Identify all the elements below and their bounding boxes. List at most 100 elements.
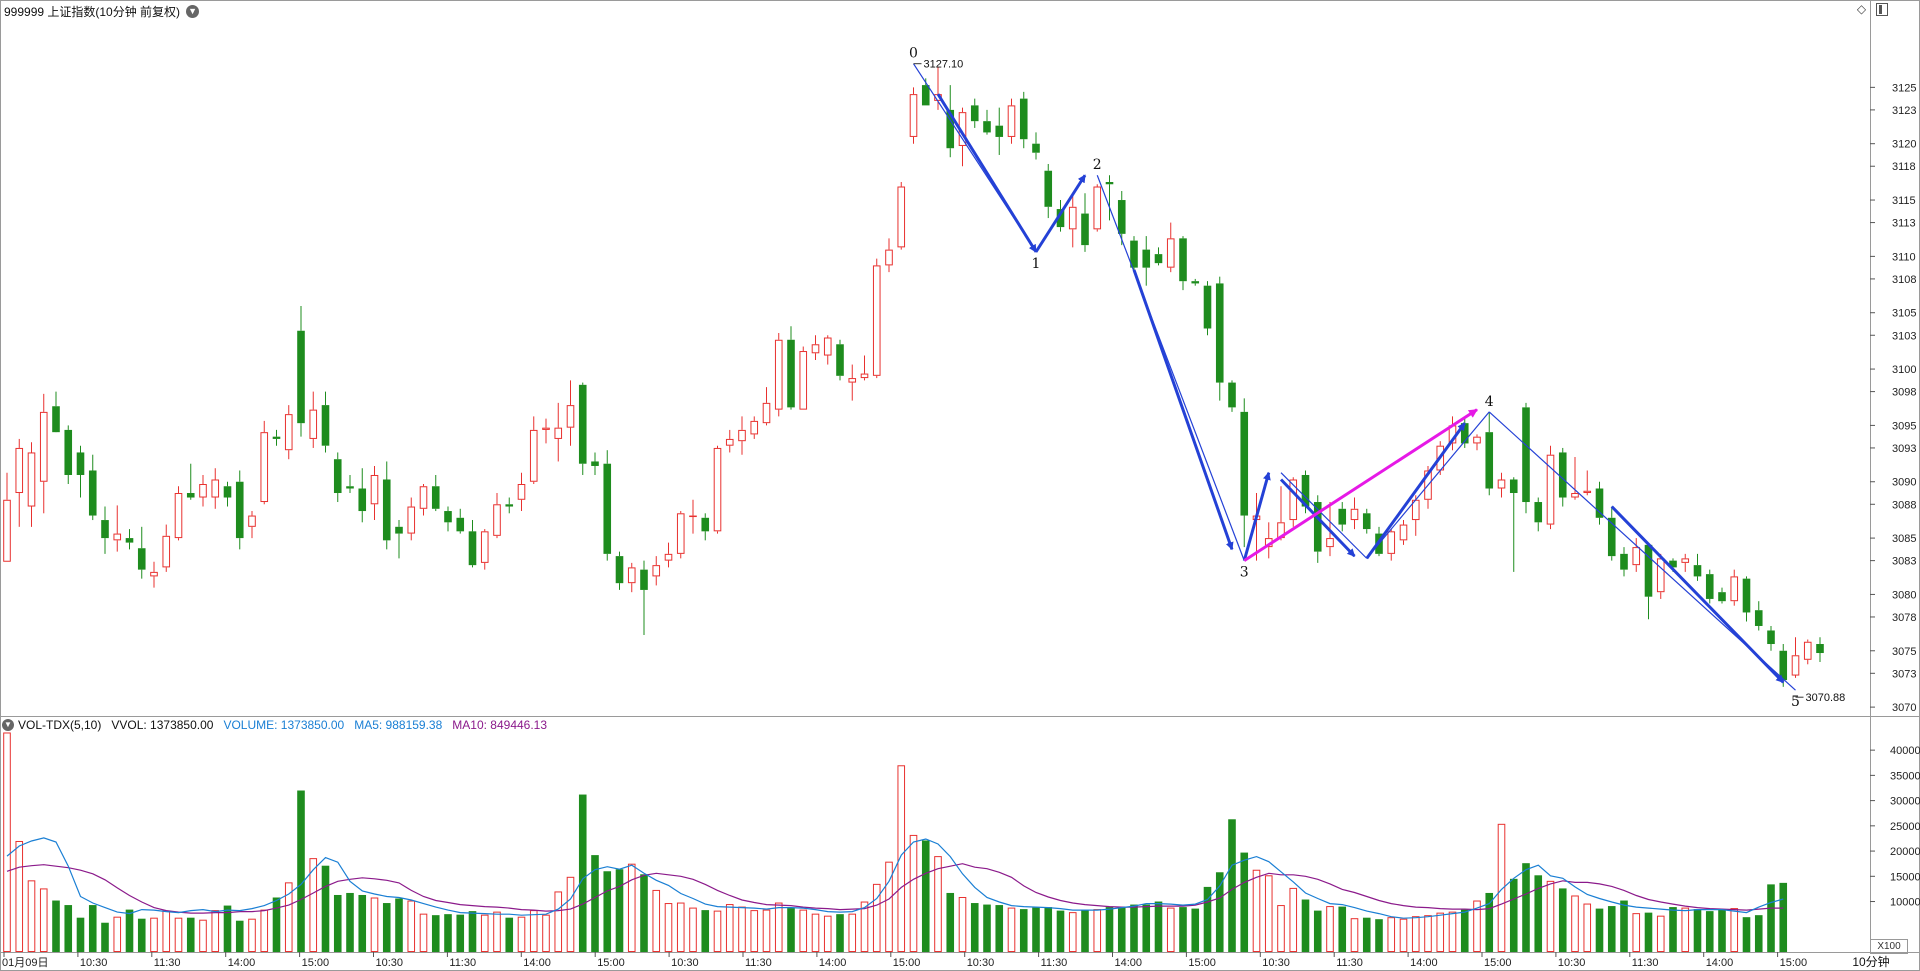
candle-body (885, 249, 893, 266)
candle (150, 561, 158, 588)
time-tick-label: 01月09日 (2, 957, 48, 969)
volume-bar (1130, 904, 1138, 952)
candle-body (1497, 479, 1506, 489)
candle-body (431, 486, 440, 509)
candle (995, 107, 1004, 155)
candle (125, 529, 134, 550)
price-tick-label: 3078 (1892, 612, 1916, 624)
candle-body (1754, 610, 1763, 626)
volume-bar (591, 855, 599, 952)
candle (1362, 508, 1371, 534)
candle-body (1546, 454, 1555, 525)
wave-line (1096, 175, 1245, 561)
candle (946, 85, 955, 158)
time-tick-label: 15:00 (893, 957, 921, 969)
candle (1485, 411, 1494, 496)
volume-bar (1473, 900, 1481, 952)
price-tick-label: 3073 (1892, 668, 1916, 680)
candle (603, 450, 612, 561)
chevron-down-icon[interactable]: ▼ (2, 719, 14, 731)
volume-bar (1264, 875, 1273, 953)
panel-toggle-icon[interactable] (1876, 3, 1888, 16)
candle-body (615, 556, 624, 584)
volume-bar (382, 903, 391, 952)
time-tick-label: 11:30 (449, 957, 476, 969)
ma5-line (6, 837, 1784, 919)
candle (689, 499, 697, 534)
candle (395, 520, 403, 559)
candle (64, 425, 73, 484)
volume-bar (799, 909, 808, 953)
volume-bar (1203, 886, 1212, 952)
volume-bar (1228, 819, 1236, 952)
candle-body (1105, 182, 1114, 185)
candle-body (787, 339, 795, 408)
candle (811, 335, 820, 361)
candle (1068, 193, 1077, 248)
candle-body (64, 429, 73, 475)
candle (88, 454, 97, 521)
vvol-value: VVOL: 1373850.00 (111, 718, 214, 732)
candle-body (1730, 576, 1739, 602)
candle-body (1681, 558, 1690, 563)
volume-bar (701, 910, 710, 952)
volume-tick-label: 15000 (1890, 871, 1920, 883)
candle-body (1669, 560, 1677, 568)
chevron-down-icon[interactable]: ▼ (186, 4, 200, 18)
volume-bar (333, 894, 342, 952)
volume-bar (223, 905, 232, 952)
volume-bar (186, 917, 195, 952)
price-tick-label: 3113 (1892, 218, 1916, 230)
candle (1056, 200, 1065, 232)
candle (1142, 236, 1151, 286)
candle (652, 556, 661, 586)
volume-bar (1705, 911, 1714, 952)
candle (1816, 637, 1824, 663)
candle-body (309, 409, 318, 439)
volume-bar (1362, 917, 1371, 952)
wave-line (1366, 411, 1490, 559)
candle-body (419, 486, 428, 509)
volume-bar (1460, 909, 1469, 952)
candle-body (1509, 479, 1518, 494)
volume-bar (1411, 916, 1420, 952)
volume-bar (1338, 906, 1347, 952)
candle-body (1191, 281, 1200, 284)
candle-body (39, 411, 48, 482)
candle (713, 445, 722, 534)
candle (885, 238, 893, 273)
time-tick-label: 14:00 (819, 957, 847, 969)
volume-bar (1081, 909, 1089, 952)
candle (260, 420, 269, 505)
candle-body (493, 504, 501, 536)
candle (1558, 447, 1567, 507)
candle-body (1705, 574, 1714, 599)
volume-bar (1779, 882, 1788, 952)
volume-bar (615, 869, 624, 952)
candle (27, 442, 36, 527)
volume-bar (162, 910, 171, 952)
candle-body (297, 330, 305, 424)
volume-bar (480, 914, 489, 953)
volume-bar (1669, 907, 1677, 952)
candle-body (1179, 238, 1187, 282)
candle (1583, 470, 1592, 496)
diamond-icon[interactable]: ◇ (1856, 2, 1867, 16)
volume-bar (885, 861, 893, 952)
volume-indicator-name: VOL-TDX(5,10) (18, 718, 102, 732)
candle (1705, 569, 1714, 604)
candle (1754, 601, 1763, 631)
volume-bar (1350, 918, 1359, 952)
candle (738, 416, 746, 455)
candle-body (1558, 452, 1567, 498)
volume-bar (836, 914, 844, 952)
candle-body (640, 569, 648, 590)
candle-body (1240, 411, 1249, 516)
candle-body (1693, 565, 1702, 577)
candle-body (150, 571, 158, 577)
volume-bar (1558, 888, 1567, 952)
period-selector[interactable]: 10分钟 (1852, 955, 1890, 969)
volume-bar (1387, 917, 1396, 953)
candle-body (1032, 143, 1040, 153)
volume-bar (137, 918, 146, 952)
